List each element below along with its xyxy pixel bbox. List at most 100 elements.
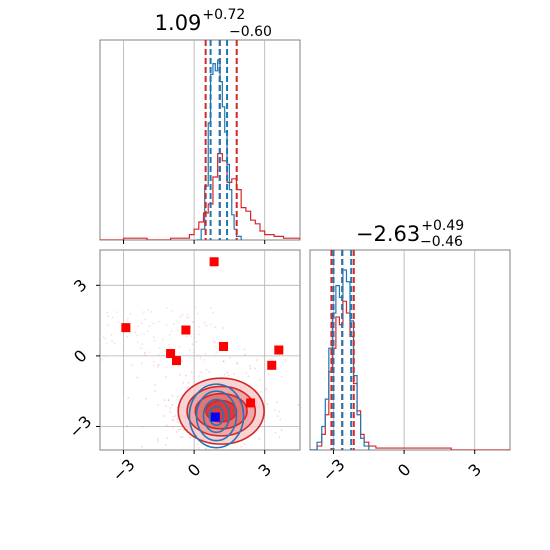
sample-point	[265, 388, 268, 391]
sample-point	[163, 399, 166, 401]
sample-point	[170, 330, 173, 333]
sample-point	[157, 364, 160, 367]
frame-bottom-right	[309, 249, 511, 451]
sample-point	[181, 436, 184, 439]
sample-point	[105, 342, 108, 345]
blue-marker	[210, 412, 220, 422]
quantiles-bottom-right	[330, 250, 355, 450]
sample-point	[185, 335, 188, 338]
title-value-bottom-right: −2.63	[356, 222, 420, 246]
sample-point	[210, 323, 212, 326]
sample-point	[193, 336, 196, 339]
sample-point	[171, 394, 174, 397]
sample-point	[116, 311, 118, 314]
sample-point	[187, 381, 190, 384]
sample-point	[171, 419, 174, 422]
red-marker	[246, 398, 256, 408]
sample-point	[222, 327, 224, 329]
sample-point	[171, 309, 174, 312]
sample-point	[194, 306, 196, 309]
sample-point	[176, 418, 179, 420]
sample-point	[173, 323, 175, 326]
blue-contour	[188, 383, 245, 449]
x-tick-label: 3	[464, 460, 485, 481]
x-tick-label: −3	[319, 455, 349, 485]
sample-point	[157, 363, 160, 366]
red-marker	[171, 356, 181, 366]
sample-point	[267, 373, 270, 376]
sample-point	[299, 445, 300, 448]
sample-point	[192, 354, 195, 357]
sample-point	[181, 460, 183, 462]
sample-point	[191, 343, 194, 346]
sample-point	[183, 449, 185, 450]
sample-point	[179, 435, 182, 438]
sample-point	[165, 323, 168, 326]
sample-point	[157, 353, 160, 356]
sample-point	[141, 425, 144, 428]
sample-point	[243, 443, 246, 446]
sample-point	[274, 431, 277, 434]
sample-point	[273, 409, 276, 411]
sample-point	[179, 316, 182, 318]
sample-point	[279, 418, 282, 421]
sample-point	[205, 368, 208, 371]
red-marker	[121, 323, 131, 333]
sample-point	[127, 396, 130, 399]
sample-point	[157, 440, 160, 443]
blue-contour	[208, 405, 225, 427]
sample-point	[157, 320, 160, 323]
sample-point	[130, 331, 133, 333]
sample-point	[212, 311, 214, 314]
sample-point	[205, 447, 207, 450]
sample-point	[222, 360, 225, 363]
panel-bottom-right: −3 0 3 −2.63+0.49 −0.46	[309, 218, 511, 485]
sample-point	[260, 391, 263, 393]
sample-point	[177, 329, 180, 332]
sample-point	[188, 316, 190, 319]
sample-point	[168, 343, 170, 346]
sample-point	[197, 375, 200, 377]
sample-point	[168, 333, 171, 336]
title-bottom-right: −2.63+0.49	[356, 218, 464, 246]
sample-point	[278, 436, 281, 439]
sample-point	[181, 360, 183, 362]
sample-point	[165, 376, 168, 378]
sample-point	[197, 447, 200, 449]
sample-point	[154, 383, 157, 386]
sample-point	[101, 358, 104, 361]
sample-point	[280, 467, 282, 469]
sample-point	[174, 415, 177, 417]
sample-point	[280, 375, 283, 378]
contours-bottom-left	[177, 377, 265, 449]
sample-point	[249, 364, 251, 367]
sample-point	[136, 334, 139, 337]
sample-point	[208, 370, 211, 373]
sample-point	[172, 419, 175, 422]
sample-point	[200, 371, 203, 373]
sample-point	[196, 461, 198, 463]
sample-point	[126, 424, 129, 427]
sample-point	[223, 373, 226, 376]
sample-point	[249, 367, 252, 370]
sample-point	[104, 337, 107, 340]
sample-point	[156, 365, 159, 368]
sample-point	[153, 390, 156, 392]
sample-point	[236, 363, 239, 365]
sample-point	[186, 316, 189, 319]
sample-point	[169, 410, 172, 413]
sample-point	[189, 335, 192, 338]
panel-top-left: 1.09+0.72 −0.60	[99, 7, 301, 244]
x-tick-label: 0	[394, 460, 415, 481]
sample-point	[186, 313, 189, 316]
sample-point	[141, 445, 143, 448]
sample-point	[126, 317, 129, 320]
red-marker	[181, 325, 191, 335]
sample-point	[195, 340, 198, 343]
sample-point	[144, 353, 146, 356]
sample-point	[162, 338, 164, 341]
sample-point	[153, 360, 155, 363]
sample-point	[147, 309, 149, 311]
sample-point	[152, 364, 155, 367]
